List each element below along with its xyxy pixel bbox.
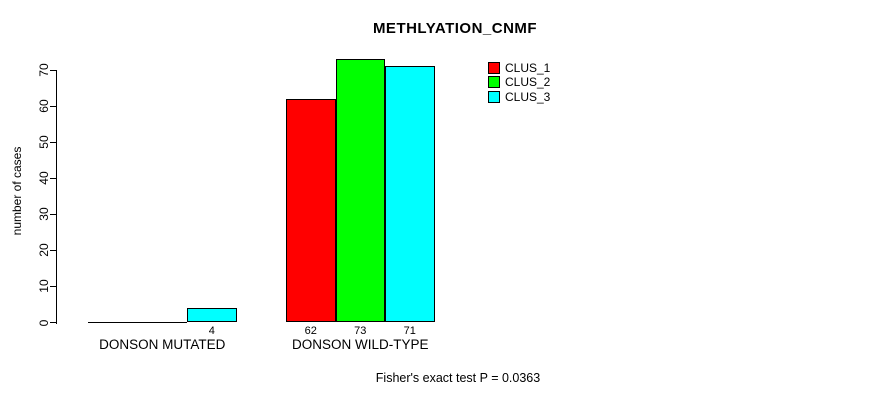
legend-label: CLUS_2: [505, 75, 551, 90]
bar: [385, 66, 435, 323]
legend-label: CLUS_3: [505, 89, 551, 104]
bar: [335, 59, 385, 323]
chart-title: METHLYATION_CNMF: [372, 20, 538, 37]
annotation-text: Fisher's exact test P = 0.0363: [375, 371, 541, 385]
y-tick-mark: [50, 285, 57, 287]
y-tick-label: 50: [37, 135, 51, 149]
y-tick-label: 70: [37, 63, 51, 77]
bar-value-label: 73: [354, 324, 367, 337]
legend-swatch-icon: [488, 76, 500, 89]
zero-height-bar: [88, 321, 138, 323]
legend-row: CLUS_1: [488, 61, 550, 75]
bar: [187, 308, 237, 323]
bar-value-label: 62: [304, 324, 317, 337]
bar-value-label: 71: [403, 324, 416, 337]
y-tick-mark: [50, 141, 57, 143]
bar-value-label: 4: [208, 324, 215, 337]
y-tick-label: 20: [37, 243, 51, 258]
y-tick-mark: [50, 177, 57, 179]
legend-row: CLUS_2: [488, 75, 550, 89]
y-tick-mark: [50, 322, 57, 323]
y-tick-mark: [50, 213, 57, 215]
zero-height-bar: [137, 321, 187, 323]
y-tick-label: 0: [37, 319, 51, 326]
legend: CLUS_1 CLUS_2 CLUS_3: [488, 61, 550, 104]
legend-swatch-icon: [488, 62, 500, 75]
x-group-label: DONSON MUTATED: [99, 337, 226, 352]
y-tick-label: 60: [37, 99, 51, 113]
y-tick-mark: [50, 69, 57, 71]
bar: [286, 98, 336, 323]
y-tick-label: 40: [37, 171, 51, 185]
legend-label: CLUS_1: [505, 61, 551, 76]
y-tick-label: 30: [37, 207, 51, 221]
y-axis-label: number of cases: [10, 146, 24, 236]
x-group-label: DONSON WILD-TYPE: [291, 337, 429, 352]
y-tick-mark: [50, 249, 57, 251]
legend-swatch-icon: [488, 90, 500, 103]
legend-row: CLUS_3: [488, 90, 550, 104]
y-tick-mark: [50, 105, 57, 107]
y-axis-line: [56, 70, 57, 324]
y-tick-label: 10: [37, 279, 51, 294]
